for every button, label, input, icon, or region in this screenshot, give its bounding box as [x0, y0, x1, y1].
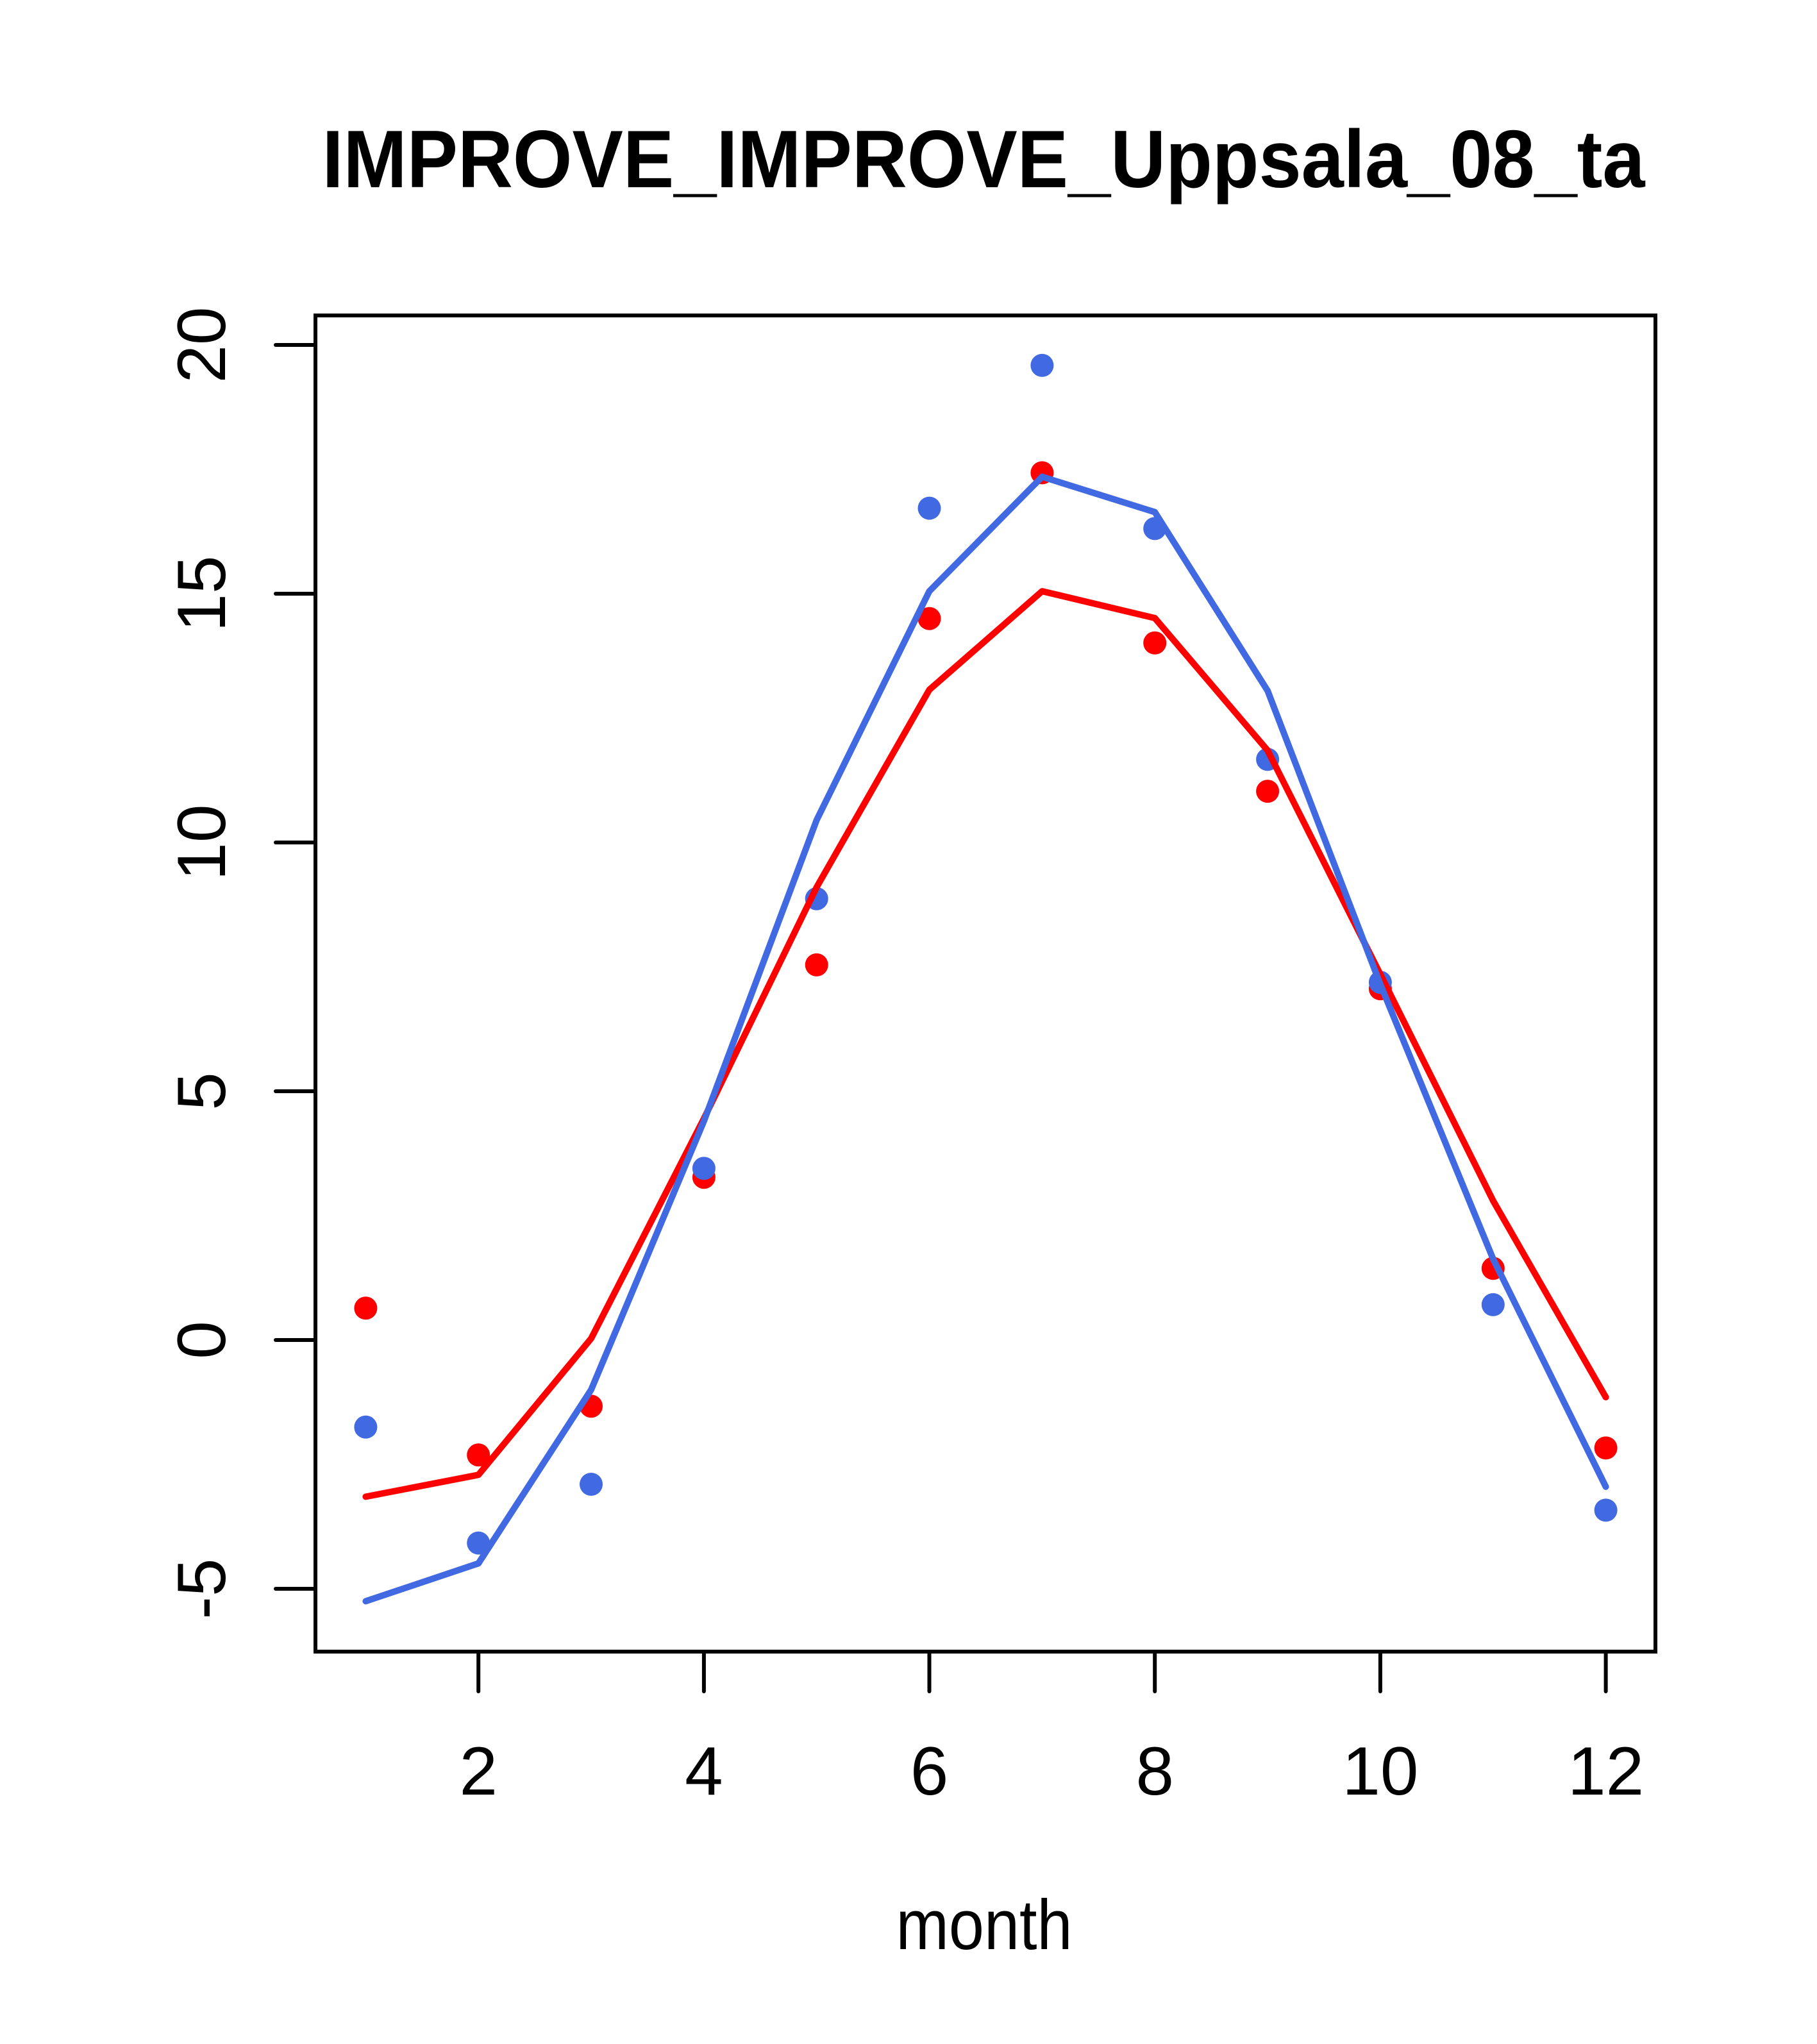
svg-text:20: 20 [163, 306, 240, 383]
svg-text:15: 15 [163, 555, 240, 632]
svg-text:-5: -5 [163, 1558, 240, 1619]
svg-text:12: 12 [1568, 1732, 1644, 1809]
svg-text:0: 0 [163, 1321, 240, 1359]
svg-text:8: 8 [1135, 1732, 1174, 1809]
svg-text:IMPROVE_IMPROVE_Uppsala_08_ta: IMPROVE_IMPROVE_Uppsala_08_ta [322, 113, 1646, 205]
svg-text:6: 6 [910, 1732, 949, 1809]
svg-text:4: 4 [685, 1732, 723, 1809]
svg-text:5: 5 [163, 1072, 240, 1110]
svg-text:10: 10 [1342, 1732, 1418, 1809]
svg-text:10: 10 [163, 804, 240, 880]
svg-text:month: month [896, 1886, 1073, 1964]
svg-text:2: 2 [459, 1732, 498, 1809]
